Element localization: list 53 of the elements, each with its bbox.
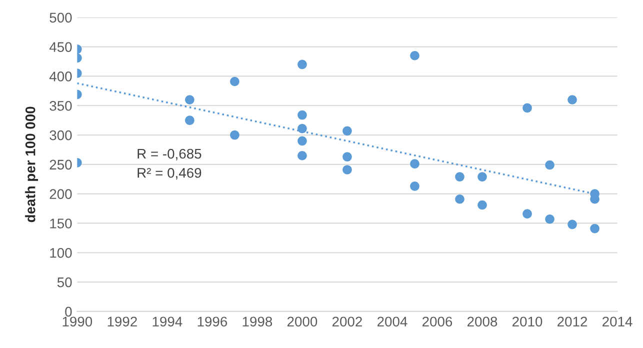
y-tick-label: 250 [50,160,72,170]
point [545,160,554,170]
y-axis-title: death per 100 000 [25,106,38,222]
point [478,172,487,182]
annotation: R² = 0,469 [138,168,202,180]
y-tick-label: 50 [57,277,72,288]
y-tick-label: 350 [50,100,72,111]
point [298,150,307,160]
x-tick-label: 2002 [332,316,362,327]
x-tick-label: 2004 [377,316,408,327]
point [545,214,554,224]
point [410,182,420,191]
point [342,126,352,136]
point [455,194,464,204]
x-tick-label: 2010 [512,316,542,327]
point [230,76,240,86]
y-tick-label: 300 [50,130,72,140]
x-tick-label: 1998 [242,316,272,327]
point [590,224,600,234]
x-tick-label: 2000 [287,316,318,327]
point [522,103,532,113]
point [185,95,194,104]
x-tick-label: 2008 [468,316,498,327]
point [568,220,577,230]
point [410,159,420,168]
x-tick-label: 1992 [108,316,137,327]
y-tick-label: 200 [50,189,72,200]
x-tick-label: 1996 [198,316,228,327]
point [298,136,307,146]
y-tick-label: 0 [65,306,72,317]
y-tick-label: 450 [49,42,72,52]
point [522,209,532,218]
point [185,116,194,125]
annotation: R = -0,685 [138,148,202,160]
point [298,124,307,134]
point [478,200,487,210]
y-tick-label: 400 [49,72,72,82]
point [342,165,352,174]
point [298,60,307,70]
point [298,110,307,120]
x-tick-label: 2012 [558,316,588,327]
y-tick-label: 150 [50,218,72,228]
x-tick-label: 1990 [62,316,92,327]
x-tick-label: 1994 [152,316,182,327]
point [568,95,577,104]
point [410,50,420,60]
point [342,152,352,162]
point [230,130,240,140]
x-tick-label: 2006 [422,316,452,327]
point [455,172,464,182]
y-tick-label: 500 [50,12,72,23]
y-tick-label: 100 [50,248,72,258]
x-tick-label: 2014 [602,316,632,327]
